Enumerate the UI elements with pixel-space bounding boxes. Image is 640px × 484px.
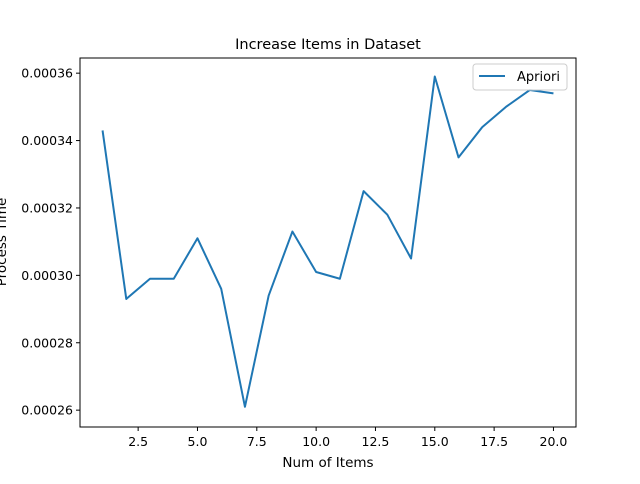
y-tick-label: 0.00030: [21, 268, 73, 283]
x-tick-label: 10.0: [302, 434, 330, 449]
x-tick-label: 20.0: [540, 434, 568, 449]
chart-title: Increase Items in Dataset: [235, 37, 421, 53]
y-tick-label: 0.00026: [21, 403, 73, 418]
x-tick-label: 12.5: [362, 434, 390, 449]
legend-label-apriori: Apriori: [517, 70, 560, 85]
x-tick-label: 2.5: [128, 434, 148, 449]
y-tick-label: 0.00034: [21, 133, 73, 148]
x-tick-label: 5.0: [188, 434, 208, 449]
y-axis-label: Process Time: [0, 198, 10, 287]
x-tick-label: 17.5: [480, 434, 508, 449]
y-tick-label: 0.00036: [21, 66, 73, 81]
legend: Apriori: [473, 64, 567, 90]
y-tick-label: 0.00032: [21, 200, 73, 215]
y-tick-label: 0.00028: [21, 335, 73, 350]
x-tick-label: 7.5: [247, 434, 267, 449]
x-axis-label: Num of Items: [282, 455, 373, 471]
x-tick-label: 15.0: [421, 434, 449, 449]
